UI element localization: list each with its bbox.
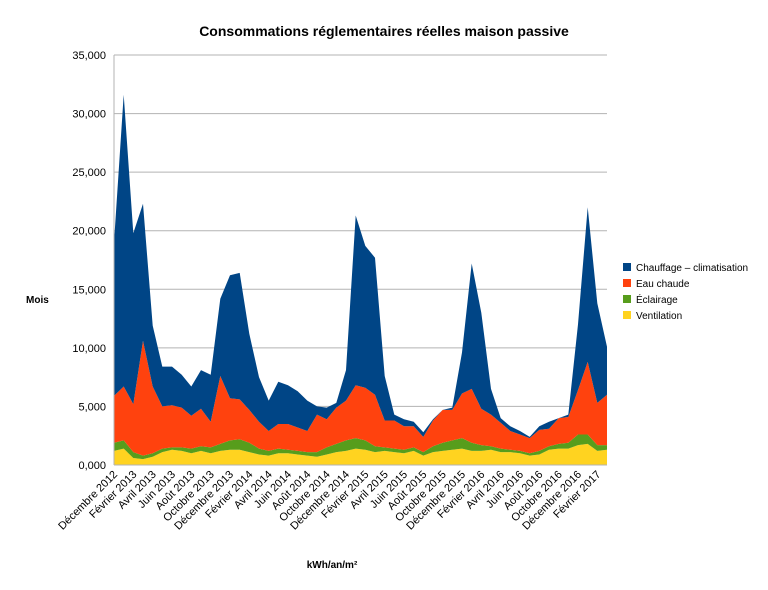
y-axis-title: Mois: [26, 295, 49, 306]
legend-label: Eau chaude: [636, 279, 690, 290]
legend-label: Ventilation: [636, 311, 682, 322]
legend-label: Éclairage: [636, 293, 678, 306]
legend-swatch: [623, 311, 631, 319]
legend-swatch: [623, 279, 631, 287]
y-axis: 0,000 5,000 10,000 15,000 20,000 25,000 30,000…: [72, 50, 607, 472]
area-series-ventilation: [114, 443, 607, 465]
y-tick-label: 10,000: [72, 343, 106, 355]
legend-label: Chauffage – climatisation: [636, 263, 748, 274]
y-tick-label: 35,000: [72, 50, 106, 62]
area-series-eau-chaude: [114, 340, 607, 456]
y-tick-label: 30,000: [72, 109, 106, 121]
legend-swatch: [623, 263, 631, 271]
legend: Chauffage – climatisation Eau chaude Éclai…: [623, 263, 748, 322]
y-tick-label: 5,000: [78, 401, 106, 413]
area-series-chauffage-climatisation: [114, 94, 607, 439]
y-tick-label: 0,000: [78, 460, 106, 472]
y-tick-label: 15,000: [72, 284, 106, 296]
y-tick-label: 25,000: [72, 167, 106, 179]
stacked-areas: [114, 94, 607, 465]
x-axis-title: kWh/an/m²: [307, 560, 358, 571]
y-tick-label: 20,000: [72, 226, 106, 238]
area-series-eclairage: [114, 434, 607, 460]
legend-swatch: [623, 295, 631, 303]
chart-title: Consommations réglementaires réelles mai…: [199, 23, 569, 39]
